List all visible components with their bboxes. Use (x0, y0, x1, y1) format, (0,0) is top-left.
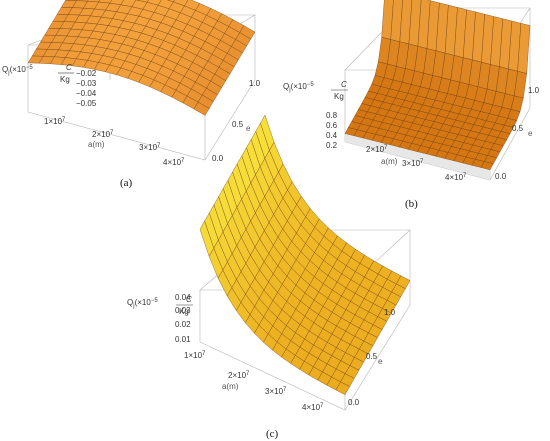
panel-c-z-tick: 0.02 (175, 320, 191, 329)
panel-c-z-ticks: 0.04 0.03 0.02 0.01 (175, 293, 191, 344)
panel-c-x-tick: 3×107 (265, 387, 287, 396)
panel-a-z-tick: −0.02 (76, 69, 97, 78)
surface-patch (193, 101, 210, 116)
surface-front-wall (345, 133, 490, 180)
panel-a-z-tick: −0.04 (76, 89, 97, 98)
panel-a-x-tick: 4×107 (163, 158, 185, 167)
panel-b-z-tick: 0.6 (326, 121, 338, 130)
panel-a-z-tick: −0.05 (76, 99, 97, 108)
panel-b-x-tick: 4×107 (445, 173, 467, 182)
panel-b-x-tick: 3×107 (402, 159, 424, 168)
panel-b-zlabel-den: Kg (334, 92, 344, 101)
panel-a-y-ticks: 0.0 0.5 1.0 (212, 79, 261, 163)
panel-b-y-ticks: 0.0 0.5 1.0 (495, 86, 540, 181)
panel-c-zlabel-main: Qj(×10−5 (127, 298, 158, 309)
panel-b-caption: (b) (405, 198, 418, 210)
panel-b-zlabel-num: C (341, 80, 347, 89)
panel-b-surface (344, 0, 531, 180)
panel-a-ylabel: e (246, 124, 251, 133)
panel-c-xlabel: a(m) (222, 382, 239, 391)
panel-c-caption: (c) (266, 428, 279, 440)
panel-a-x-tick: 2×107 (92, 130, 114, 139)
panel-a-caption: (a) (120, 177, 133, 189)
surface-patch (480, 161, 494, 171)
panel-c-x-tick: 2×107 (228, 371, 250, 380)
panel-a-z-tick: −0.03 (76, 79, 97, 88)
panel-b-z-tick: 0.4 (326, 131, 338, 140)
panel-c-zlabel: Qj(×10−5 C Kg (127, 295, 193, 316)
panel-a-zlabel-den: Kg (60, 75, 70, 84)
panel-b-y-tick: 1.0 (528, 86, 540, 95)
panel-b-ylabel: e (528, 129, 533, 138)
panel-c-zlabel-num: C (186, 295, 192, 304)
panel-b-y-tick: 0.0 (495, 172, 507, 181)
panel-b: Qj(×10−5 C Kg 0.8 0.6 0.4 0.2 2×107 3×10… (283, 0, 540, 210)
panel-b-z-tick: 0.8 (326, 111, 338, 120)
panel-a-y-tick: 0.0 (212, 154, 224, 163)
panel-c-z-tick: 0.03 (175, 306, 191, 315)
panel-a-y-tick: 0.5 (232, 120, 244, 129)
panel-b-y-tick: 0.5 (512, 124, 524, 133)
panel-c-zlabel-den: Kg (179, 307, 189, 316)
panel-b-zlabel-main: Qj(×10−5 (283, 82, 314, 93)
panel-b-x-tick: 2×107 (366, 145, 388, 154)
panel-a-y-tick: 1.0 (249, 79, 261, 88)
panel-c-y-tick: 0.0 (348, 398, 360, 407)
panel-c-z-tick: 0.01 (175, 335, 191, 344)
panel-a-x-tick: 3×107 (139, 143, 161, 152)
panel-a-box-bottom (27, 79, 256, 161)
panel-b-z-ticks: 0.8 0.6 0.4 0.2 (326, 111, 338, 150)
panel-a-x-ticks: 1×107 2×107 3×107 4×107 (44, 117, 185, 167)
panel-c-x-tick: 4×107 (302, 403, 324, 412)
panel-c-y-tick: 1.0 (384, 308, 396, 317)
panel-a-zlabel-main: Qj(×10−5 (2, 65, 33, 76)
panel-c-y-tick: 0.5 (366, 352, 378, 361)
panel-b-zlabel: Qj(×10−5 C Kg (283, 80, 348, 101)
panel-a-surface (27, 0, 256, 116)
panel-c-surface (199, 114, 411, 395)
panel-a-zlabel: Qj(×10−5 C Kg (2, 63, 74, 84)
panel-b-xlabel: a(m) (381, 157, 398, 166)
surface-patch (335, 381, 350, 395)
panel-c-y-ticks: 0.0 0.5 1.0 (348, 308, 396, 407)
panel-a-z-ticks: −0.02 −0.03 −0.04 −0.05 (76, 69, 97, 108)
panel-a-xlabel: a(m) (88, 140, 105, 149)
panel-a: Qj(×10−5 C Kg −0.02 −0.03 −0.04 −0.05 1×… (2, 0, 261, 189)
panel-c-x-ticks: 1×107 2×107 3×107 4×107 (184, 351, 324, 412)
panel-c-ylabel: e (378, 357, 383, 366)
panel-c-x-tick: 1×107 (184, 351, 206, 360)
panel-b-x-ticks: 2×107 3×107 4×107 (366, 145, 467, 182)
panel-a-zlabel-num: C (66, 63, 72, 72)
panel-c-z-tick: 0.04 (175, 293, 191, 302)
panel-a-x-tick: 1×107 (44, 117, 66, 126)
panel-c: Qj(×10−5 C Kg 0.04 0.03 0.02 0.01 1×107 … (127, 114, 411, 440)
panel-b-z-tick: 0.2 (326, 141, 338, 150)
panel-c-box-bottom (199, 304, 411, 411)
